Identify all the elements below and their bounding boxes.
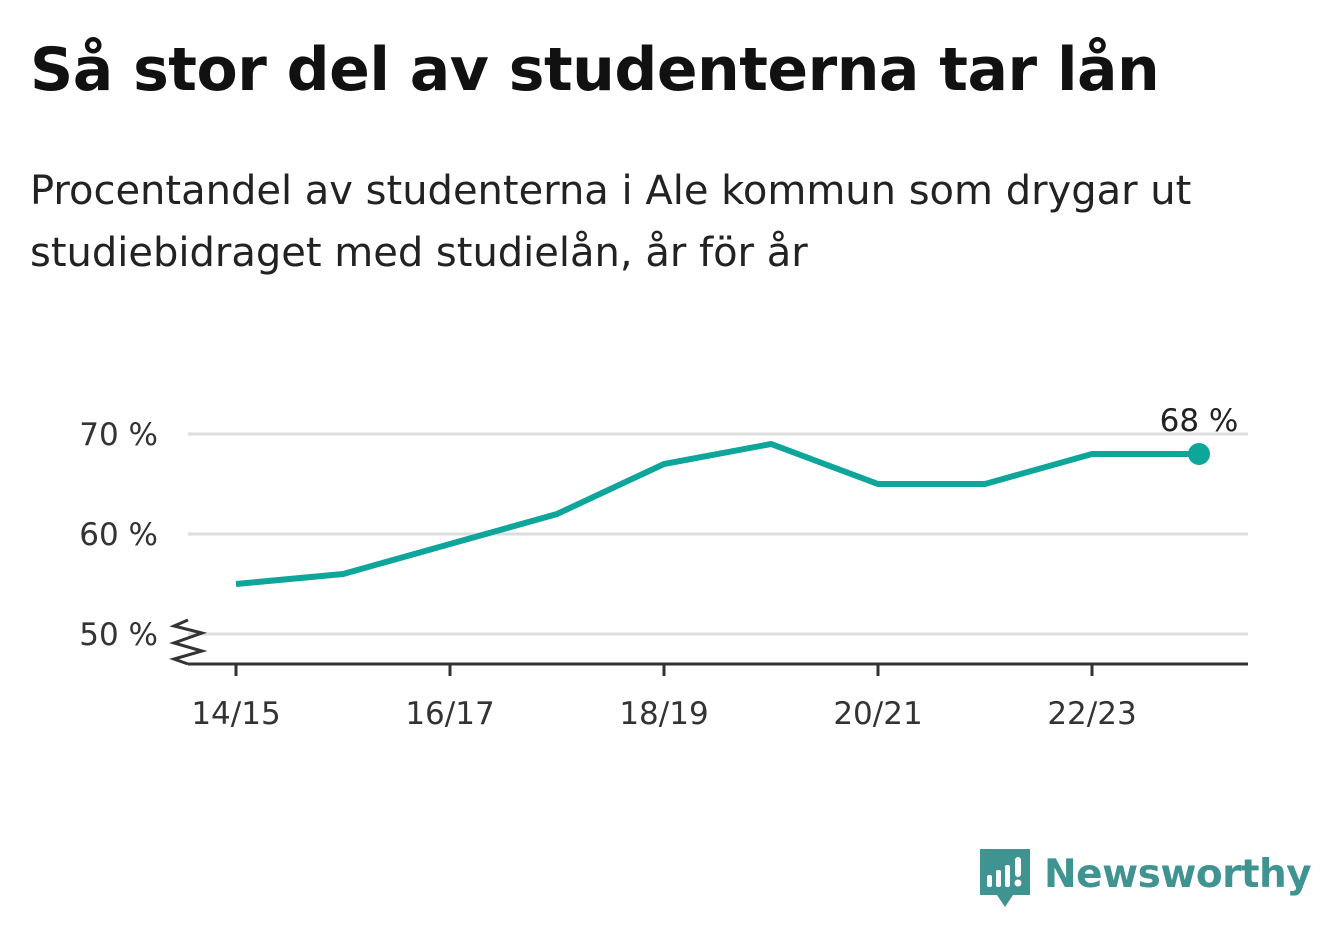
- logo-bar-3: [1005, 865, 1010, 887]
- y-tick-label: 70 %: [79, 417, 158, 453]
- x-tick-label: 14/15: [191, 696, 280, 732]
- x-tick-label: 16/17: [405, 696, 494, 732]
- series-layer: [235, 440, 1210, 587]
- y-tick-label: 50 %: [79, 617, 158, 653]
- labels: 50 % 60 % 70 % 14/15 16/17 18/19 20/21 22/23 68 …: [79, 403, 1238, 732]
- x-tick-label: 22/23: [1047, 696, 1136, 732]
- line-chart: 50 % 60 % 70 % 14/15 16/17 18/19 20/21 22/23 68 …: [79, 403, 1248, 732]
- logo-bar-4: [1015, 857, 1021, 877]
- newsworthy-logo-icon: [980, 849, 1030, 907]
- gridlines: [188, 432, 1248, 636]
- x-tick-label: 18/19: [619, 696, 708, 732]
- series-line: [235, 440, 1199, 587]
- axes: [169, 618, 1248, 676]
- brand-name: Newsworthy: [1044, 852, 1312, 897]
- x-tick-label: 20/21: [833, 696, 922, 732]
- end-point-marker: [1188, 443, 1210, 465]
- y-axis-break: [169, 618, 208, 666]
- brand-logo: Newsworthy: [980, 848, 1312, 910]
- logo-bar-1: [987, 875, 992, 887]
- chart-title: Så stor del av studenterna tar lån: [30, 35, 1160, 105]
- y-tick-label: 60 %: [79, 517, 158, 553]
- end-value-label: 68 %: [1160, 403, 1239, 439]
- logo-bar-2: [996, 870, 1001, 887]
- chart-subtitle: Procentandel av studenterna i Ale kommun…: [30, 168, 1192, 276]
- logo-dot: [1014, 879, 1022, 887]
